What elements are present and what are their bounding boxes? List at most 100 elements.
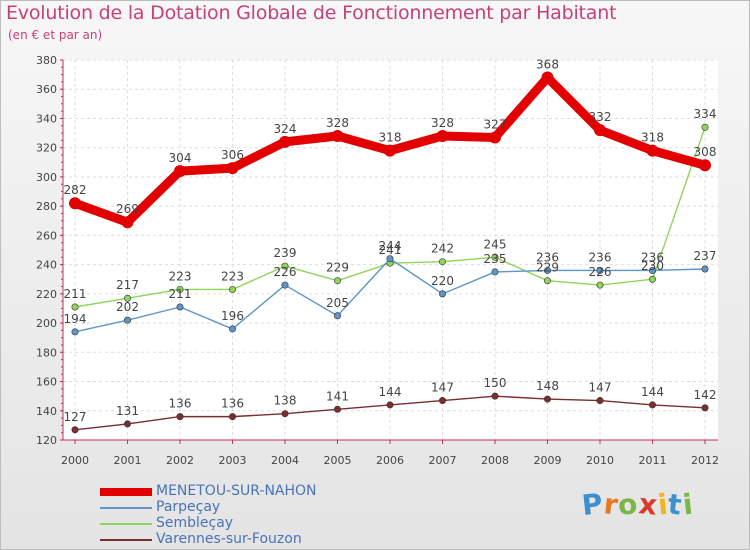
- data-label: 147: [431, 381, 454, 395]
- data-label: 282: [64, 183, 87, 197]
- data-label: 144: [641, 385, 664, 399]
- y-tick-label: 200: [36, 317, 57, 330]
- y-tick-label: 300: [36, 171, 57, 184]
- series-point-1: [176, 303, 184, 311]
- data-label: 306: [221, 148, 244, 162]
- x-tick-label: 2009: [534, 454, 562, 467]
- y-tick-label: 240: [36, 259, 57, 272]
- data-label: 211: [64, 287, 87, 301]
- series-point-3: [386, 401, 394, 409]
- data-label: 236: [641, 250, 664, 264]
- x-tick-label: 2003: [219, 454, 247, 467]
- series-point-3: [701, 404, 709, 412]
- series-point-3: [71, 426, 79, 434]
- data-label: 136: [169, 397, 192, 411]
- series-point-3: [229, 413, 237, 421]
- x-tick-label: 2008: [481, 454, 509, 467]
- legend-swatch: [100, 488, 152, 496]
- data-label: 318: [379, 131, 402, 145]
- data-label: 269: [116, 202, 139, 216]
- x-tick-label: 2005: [324, 454, 352, 467]
- series-point-2: [176, 285, 184, 293]
- series-point-0: [331, 130, 344, 142]
- chart-subtitle: (en € et par an): [8, 28, 103, 42]
- series-point-1: [648, 266, 656, 274]
- data-label: 328: [326, 116, 349, 130]
- series-point-3: [333, 405, 341, 413]
- data-label: 202: [116, 300, 139, 314]
- x-tick-label: 2010: [586, 454, 614, 467]
- series-point-3: [543, 395, 551, 403]
- data-label: 245: [484, 237, 507, 251]
- series-point-2: [648, 275, 656, 283]
- logo-letter: P: [580, 486, 606, 523]
- series-point-1: [596, 266, 604, 274]
- data-label: 211: [169, 287, 192, 301]
- y-tick-label: 120: [36, 434, 57, 447]
- series-point-0: [69, 197, 81, 210]
- series-point-3: [124, 420, 132, 428]
- data-label: 230: [641, 259, 664, 273]
- series-point-2: [438, 258, 446, 266]
- series-point-3: [176, 413, 184, 421]
- data-label: 332: [589, 110, 612, 124]
- data-label: 127: [64, 410, 87, 424]
- data-label: 328: [431, 116, 454, 130]
- proxiti-logo: Proxiti: [580, 486, 695, 523]
- series-point-2: [491, 253, 499, 261]
- data-label: 205: [326, 296, 349, 310]
- data-label: 237: [694, 249, 717, 263]
- logo-letter: i: [680, 487, 695, 522]
- series-point-1: [438, 290, 446, 298]
- series-point-2: [71, 303, 79, 311]
- x-tick-label: 2004: [271, 454, 299, 467]
- chart-title: Evolution de la Dotation Globale de Fonc…: [6, 2, 617, 24]
- series-point-1: [386, 255, 394, 263]
- series-point-3: [438, 397, 446, 405]
- series-point-1: [229, 325, 237, 333]
- series-point-2: [281, 262, 289, 270]
- series-point-2: [596, 281, 604, 289]
- data-label: 131: [116, 404, 139, 418]
- y-tick-label: 360: [36, 83, 57, 96]
- legend-swatch: [100, 523, 152, 525]
- x-tick-label: 2002: [166, 454, 194, 467]
- series-point-2: [124, 294, 132, 302]
- series-point-3: [491, 392, 499, 400]
- series-point-1: [333, 312, 341, 320]
- legend-swatch: [100, 539, 152, 541]
- data-label: 138: [274, 394, 297, 408]
- legend-swatch: [100, 507, 152, 509]
- data-label: 148: [536, 379, 559, 393]
- series-point-2: [229, 285, 237, 293]
- data-label: 308: [694, 145, 717, 159]
- data-label: 242: [431, 242, 454, 256]
- series-point-0: [436, 130, 449, 142]
- data-label: 226: [274, 265, 297, 279]
- data-label: 196: [221, 309, 244, 323]
- series-point-0: [699, 159, 711, 172]
- series-point-1: [491, 268, 499, 276]
- data-label: 327: [484, 117, 507, 131]
- x-tick-label: 2012: [691, 454, 719, 467]
- series-point-3: [648, 401, 656, 409]
- data-label: 239: [274, 246, 297, 260]
- data-label: 150: [484, 376, 507, 390]
- series-point-2: [543, 277, 551, 285]
- y-tick-label: 220: [36, 288, 57, 301]
- series-point-2: [701, 123, 709, 131]
- y-tick-label: 380: [36, 54, 57, 67]
- data-label: 223: [221, 269, 244, 283]
- series-point-1: [701, 265, 709, 273]
- y-tick-label: 160: [36, 376, 57, 389]
- data-label: 244: [379, 239, 402, 253]
- series-point-0: [174, 165, 186, 178]
- data-label: 217: [116, 278, 139, 292]
- data-label: 141: [326, 389, 349, 403]
- series-point-0: [121, 216, 134, 229]
- series-point-2: [333, 277, 341, 285]
- data-label: 318: [641, 131, 664, 145]
- plot-area: [63, 60, 718, 440]
- series-point-3: [596, 397, 604, 405]
